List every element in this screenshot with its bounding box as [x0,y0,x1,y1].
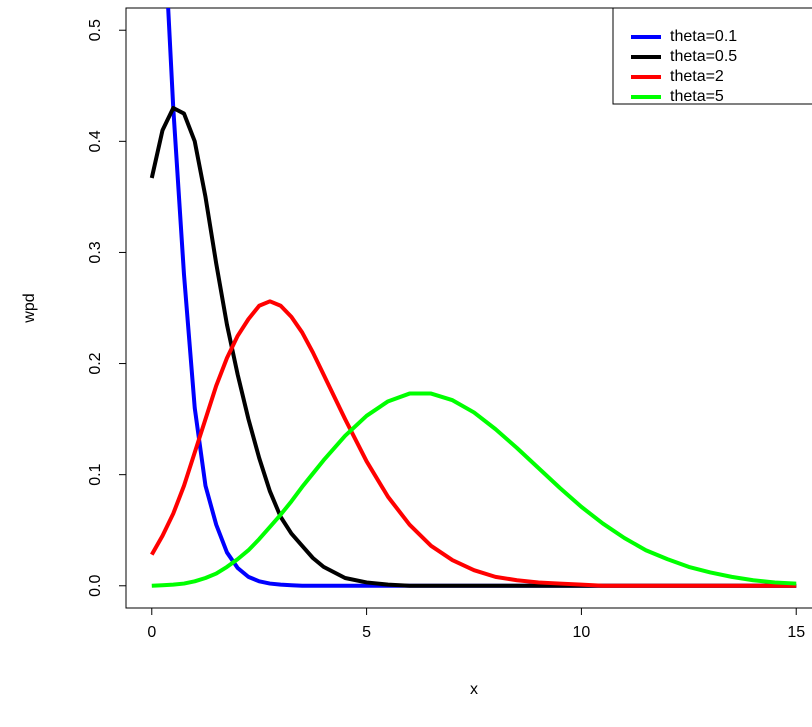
legend-label: theta=0.5 [670,48,737,65]
legend-label: theta=5 [670,88,724,105]
y-tick-label: 0.2 [87,352,104,374]
y-tick-label: 0.4 [87,130,104,152]
legend-label: theta=2 [670,68,724,85]
x-tick-label: 15 [787,624,805,641]
y-axis-title: wpd [21,293,38,323]
line-series [149,106,797,588]
plot-area [149,8,797,588]
legend-label: theta=0.1 [670,28,737,45]
line-series [150,299,797,588]
line-series [151,391,797,588]
x-axis-title: x [470,681,478,698]
y-tick-label: 0.5 [87,19,104,41]
x-tick-label: 0 [147,624,156,641]
y-tick-label: 0.1 [87,463,104,485]
y-tick-label: 0.0 [87,575,104,597]
y-tick-label: 0.3 [87,241,104,263]
x-tick-label: 10 [573,624,591,641]
x-tick-label: 5 [362,624,371,641]
